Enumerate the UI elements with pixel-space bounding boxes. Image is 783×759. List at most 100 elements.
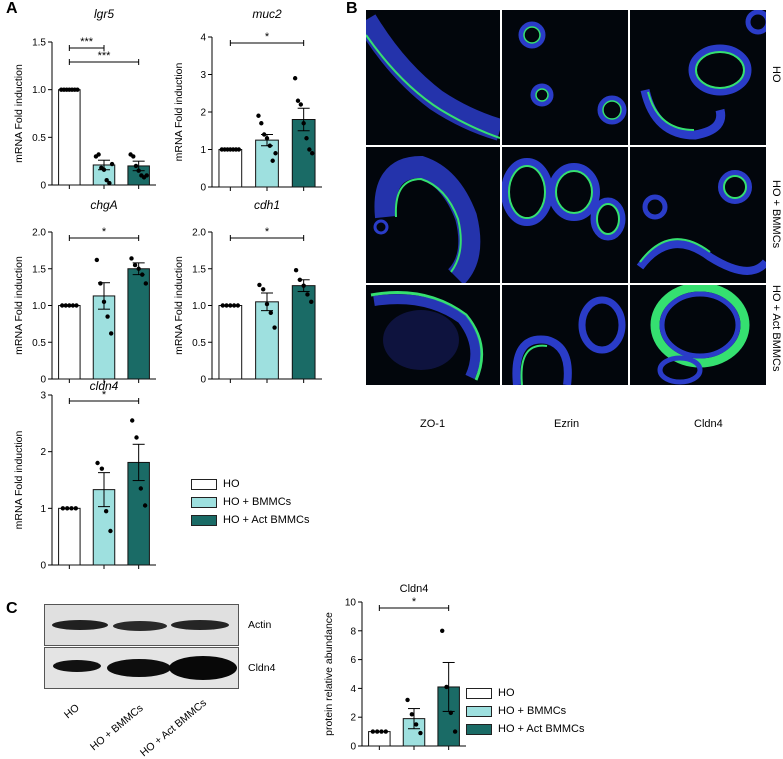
chart-cdh1: cdh1 0 0.5 1.0 1.5 2.0 mRNA Fold induction *	[173, 198, 322, 386]
y-tick-label: 4	[350, 684, 356, 695]
micro-col-label: ZO-1	[420, 418, 446, 430]
y-tick-label: 2.0	[192, 228, 206, 239]
y-tick-label: 2	[40, 447, 46, 458]
data-point	[440, 628, 445, 633]
chart-chga: chgA 0 0.5 1.0 1.5 2.0 mRNA Fold induction *	[13, 198, 156, 386]
y-tick-label: 0.5	[32, 133, 46, 144]
data-point	[273, 151, 278, 156]
bar	[291, 285, 316, 380]
data-point	[69, 506, 74, 511]
y-tick-label: 2.0	[32, 228, 46, 239]
data-point	[220, 303, 225, 308]
y-tick-label: 1.5	[32, 264, 46, 275]
legend-swatch-ho	[466, 687, 492, 699]
y-tick-label: 0	[40, 375, 46, 386]
data-point	[298, 102, 304, 107]
data-point	[103, 508, 109, 514]
bar	[58, 89, 81, 186]
bar	[218, 149, 243, 188]
chart-muc2: muc2 0 1 2 3 4 mRNA Fold induction *	[173, 7, 322, 194]
micro-row-label: HO + BMMCs	[770, 180, 782, 249]
data-point	[108, 331, 114, 336]
data-point	[131, 154, 136, 159]
y-tick-label: 0	[200, 375, 206, 386]
panel-letter-b: B	[346, 0, 358, 17]
lane-label: HO + BMMCs	[88, 702, 146, 754]
y-tick-label: 1.5	[32, 38, 46, 49]
y-tick-label: 3	[40, 391, 46, 402]
data-point	[109, 161, 115, 167]
y-axis-label: protein relative abundance	[323, 612, 335, 736]
data-point	[297, 277, 303, 282]
y-axis-label: mRNA Fold induction	[173, 256, 185, 355]
western-blot-cldn4	[44, 647, 239, 689]
data-point	[98, 281, 103, 286]
legend-label: HO + BMMCs	[498, 705, 567, 717]
y-tick-label: 1.0	[192, 301, 206, 312]
legend-swatch-act-bmmcs	[191, 514, 217, 526]
data-point	[374, 729, 380, 734]
data-point	[60, 506, 66, 511]
data-point	[74, 303, 79, 308]
data-point	[309, 299, 314, 305]
data-point	[228, 303, 233, 308]
data-point	[133, 163, 139, 169]
data-point	[70, 303, 76, 308]
lane-label: HO + Act BMMCs	[138, 696, 209, 759]
data-point	[75, 87, 80, 92]
y-tick-label: 1	[200, 145, 206, 156]
data-point	[101, 167, 107, 172]
data-point	[405, 697, 410, 703]
data-point	[235, 303, 241, 308]
legend-a: HO HO + BMMCs HO + Act BMMCs	[191, 476, 310, 530]
bar	[255, 139, 279, 188]
sig-label: ***	[98, 50, 112, 62]
y-axis-label: mRNA Fold induction	[173, 63, 185, 162]
y-tick-label: 1	[40, 504, 46, 515]
chart-title: chgA	[90, 198, 117, 212]
y-axis-label: mRNA Fold induction	[13, 64, 25, 163]
data-point	[264, 301, 270, 307]
panel-letter-a: A	[6, 0, 18, 17]
chart-cldn4: cldn4 0 1 2 3 mRNA Fold induction *	[13, 380, 156, 572]
data-point	[268, 310, 273, 316]
micrograph-bmmcs-ezrin	[502, 147, 628, 283]
data-point	[107, 180, 112, 186]
micrograph-ho-ezrin	[502, 10, 628, 145]
y-tick-label: 0.5	[192, 338, 206, 349]
microscopy-grid	[366, 10, 766, 385]
chart-protein-cldn4: Cldn4 0 2 4 6 8 10 protein relative abundance *	[323, 583, 466, 753]
legend-label: HO	[498, 687, 515, 699]
data-point	[134, 435, 139, 440]
blot-label-cldn4: Cldn4	[248, 662, 276, 674]
micrograph-actbmmcs-ezrin	[502, 285, 628, 385]
bar	[255, 301, 279, 380]
western-blot-actin	[44, 604, 239, 646]
data-point	[94, 257, 100, 263]
micrograph-ho-zo1	[366, 10, 500, 145]
data-point	[256, 113, 261, 118]
data-point	[136, 266, 141, 271]
data-point	[130, 418, 135, 423]
data-point	[105, 314, 110, 319]
chart-lgr5: lgr5 0 0.5 1.0 1.5 mRNA Fold induction *** ***	[13, 7, 156, 192]
lane-label: HO	[62, 701, 82, 722]
data-point	[305, 292, 310, 297]
y-tick-label: 2	[350, 713, 356, 724]
y-tick-label: 1.0	[32, 301, 46, 312]
y-tick-label: 0	[40, 561, 46, 572]
data-point	[101, 299, 107, 305]
data-point	[59, 303, 65, 308]
panel-letter-c: C	[6, 600, 18, 617]
data-point	[95, 460, 100, 466]
sig-label: *	[102, 226, 107, 238]
data-point	[383, 729, 388, 734]
y-tick-label: 1.0	[32, 85, 46, 96]
micro-col-label: Ezrin	[554, 418, 580, 430]
y-tick-label: 0	[200, 183, 206, 194]
sig-label: *	[102, 389, 107, 401]
y-tick-label: 0	[40, 181, 46, 192]
data-point	[142, 503, 148, 508]
micrograph-actbmmcs-zo1	[366, 285, 500, 385]
data-point	[264, 136, 270, 141]
